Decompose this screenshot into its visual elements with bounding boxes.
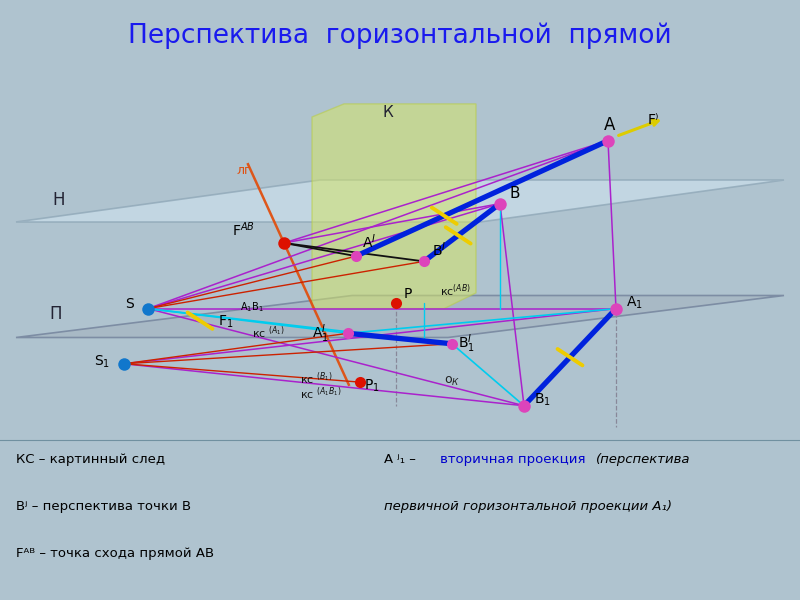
Text: К: К — [382, 104, 393, 119]
Text: П: П — [50, 305, 62, 323]
Text: вторичная проекция: вторичная проекция — [440, 453, 590, 466]
Text: B$_1$: B$_1$ — [534, 392, 550, 409]
Text: A: A — [604, 116, 615, 134]
Text: S$_1$: S$_1$ — [94, 353, 110, 370]
Text: кс$^{(AB)}$: кс$^{(AB)}$ — [440, 283, 471, 299]
Polygon shape — [16, 295, 784, 337]
Text: F⁾: F⁾ — [648, 113, 659, 127]
Text: B: B — [510, 186, 520, 201]
Text: A$^{I}_1$: A$^{I}_1$ — [312, 322, 329, 345]
Text: Перспектива  горизонтальной  прямой: Перспектива горизонтальной прямой — [128, 23, 672, 49]
Text: первичной горизонтальной проекции А₁): первичной горизонтальной проекции А₁) — [384, 500, 672, 513]
Text: P: P — [404, 287, 412, 301]
Text: Н: Н — [52, 191, 65, 209]
Text: о$_К$: о$_К$ — [444, 376, 460, 388]
Text: (перспектива: (перспектива — [596, 453, 690, 466]
Text: B$^{I}_1$: B$^{I}_1$ — [458, 333, 475, 355]
Text: P$_1$: P$_1$ — [364, 377, 380, 394]
Text: кс $^{(A_1)}$: кс $^{(A_1)}$ — [252, 325, 285, 341]
Text: лг: лг — [236, 164, 250, 178]
Text: S: S — [126, 297, 134, 311]
Text: A$_1$: A$_1$ — [626, 295, 642, 311]
Polygon shape — [312, 104, 476, 308]
Text: F$_1$: F$_1$ — [218, 314, 233, 330]
Text: кс $^{(B_1)}$: кс $^{(B_1)}$ — [300, 371, 333, 388]
Text: кс $^{(A_1B_1)}$: кс $^{(A_1B_1)}$ — [300, 385, 342, 402]
Text: A ʲ₁ –: A ʲ₁ – — [384, 453, 420, 466]
Text: A$^{I}$: A$^{I}$ — [362, 232, 377, 251]
Text: B$^{I}$: B$^{I}$ — [432, 240, 446, 259]
Bar — [0, 440, 800, 600]
Text: Bʲ – перспектива точки В: Bʲ – перспектива точки В — [16, 500, 191, 513]
Text: A$_1$B$_1$: A$_1$B$_1$ — [240, 301, 264, 314]
Text: КС – картинный след: КС – картинный след — [16, 453, 165, 466]
Polygon shape — [16, 180, 784, 222]
Text: Fᴬᴮ – точка схода прямой АВ: Fᴬᴮ – точка схода прямой АВ — [16, 547, 214, 560]
Text: F$^{AB}$: F$^{AB}$ — [232, 220, 255, 239]
